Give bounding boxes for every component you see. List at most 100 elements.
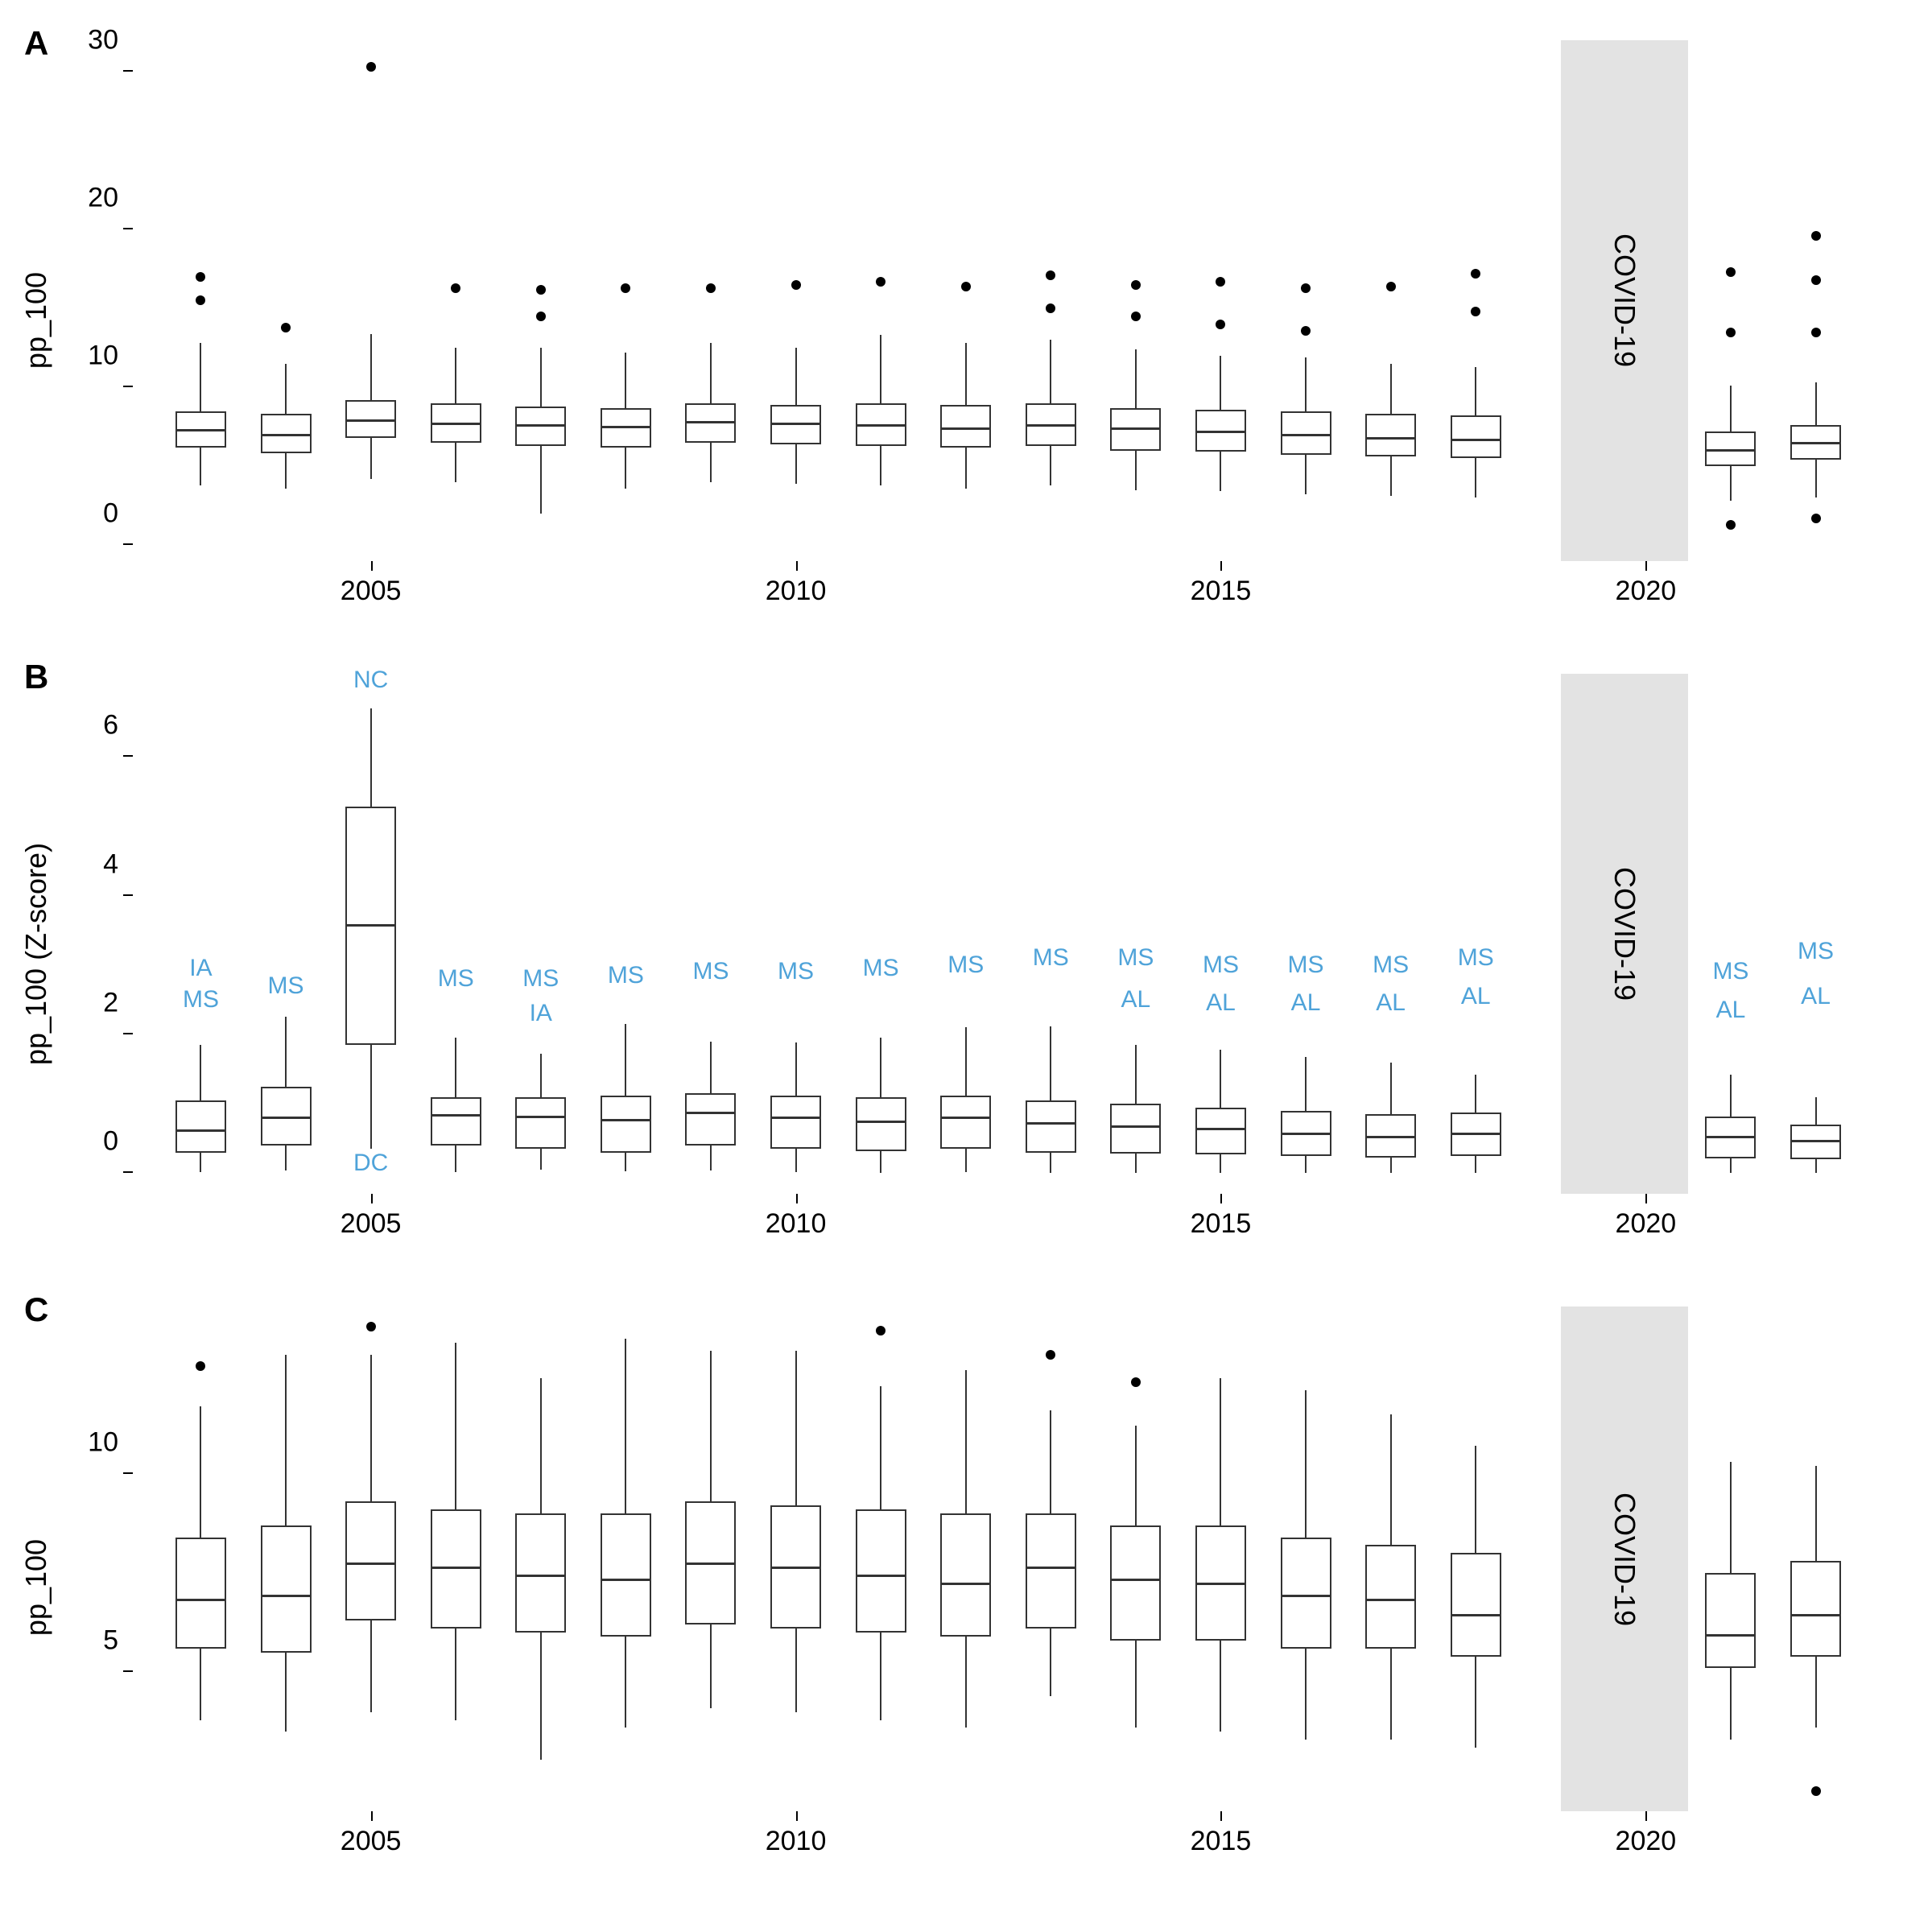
boxplot	[1365, 1307, 1416, 1811]
x-tick-label: 2005	[341, 576, 402, 607]
boxplot	[261, 674, 312, 1195]
outlier-point	[1726, 328, 1736, 337]
whisker-high	[1390, 364, 1392, 415]
outlier-point	[621, 283, 630, 293]
whisker-high	[285, 1017, 287, 1086]
panel-b-label: B	[24, 658, 48, 696]
outlier-point	[196, 295, 205, 305]
median-line	[1365, 1599, 1416, 1601]
median-line	[940, 1117, 991, 1119]
whisker-low	[285, 453, 287, 488]
whisker-low	[455, 1146, 456, 1172]
state-annotation: MS	[778, 958, 814, 985]
median-line	[770, 1117, 821, 1119]
whisker-low	[880, 1151, 881, 1173]
covid-band: COVID-19	[1561, 1307, 1688, 1811]
outlier-point	[706, 283, 716, 293]
whisker-low	[200, 1153, 201, 1172]
whisker-high	[1220, 1378, 1221, 1525]
box-rect	[175, 1538, 226, 1649]
whisker-low	[1305, 455, 1307, 494]
median-line	[1705, 1136, 1756, 1138]
box-rect	[431, 1097, 481, 1146]
boxplot	[515, 1307, 566, 1811]
whisker-low	[1390, 456, 1392, 496]
median-line	[601, 426, 651, 428]
outlier-point	[1131, 280, 1141, 290]
whisker-high	[625, 353, 626, 408]
y-tick-label: 20	[88, 183, 118, 214]
whisker-high	[710, 343, 712, 402]
boxplot	[770, 40, 821, 561]
outlier-point	[366, 1322, 376, 1331]
y-tick	[123, 228, 133, 229]
panel-b-ylabel: pp_100 (Z-score)	[19, 843, 53, 1065]
state-annotation: MS	[522, 965, 559, 993]
boxplot	[1705, 40, 1756, 561]
x-tick	[796, 1811, 798, 1821]
median-line	[261, 1595, 312, 1597]
median-line	[1281, 1133, 1331, 1135]
boxplot	[770, 1307, 821, 1811]
median-line	[431, 1114, 481, 1117]
median-line	[1790, 1140, 1841, 1142]
panel-c-label: C	[24, 1290, 48, 1329]
y-tick-label: 30	[88, 25, 118, 56]
boxplot	[1026, 674, 1076, 1195]
whisker-high	[455, 1343, 456, 1509]
outlier-point	[1471, 269, 1480, 279]
y-tick	[123, 70, 133, 72]
state-annotation: AL	[1206, 989, 1236, 1017]
median-line	[856, 1575, 906, 1577]
state-annotation: MS	[1458, 944, 1494, 972]
boxplot	[431, 40, 481, 561]
whisker-high	[1305, 357, 1307, 411]
boxplot	[770, 674, 821, 1195]
y-tick	[123, 1033, 133, 1034]
panel-c: C pp_100 COVID-195102005201020152020	[16, 1282, 1916, 1892]
whisker-low	[1135, 1154, 1137, 1172]
median-line	[1705, 1634, 1756, 1637]
whisker-low	[540, 1149, 542, 1170]
boxplot	[261, 40, 312, 561]
median-line	[431, 1567, 481, 1569]
x-tick	[1645, 1194, 1647, 1203]
whisker-high	[1305, 1390, 1307, 1538]
outlier-point	[1216, 320, 1225, 329]
x-tick	[1220, 1811, 1222, 1821]
boxplot	[940, 1307, 991, 1811]
whisker-high	[795, 348, 797, 405]
y-tick-label: 6	[103, 710, 118, 741]
whisker-low	[1475, 1657, 1476, 1748]
outlier-point	[366, 62, 376, 72]
box-rect	[770, 1096, 821, 1149]
boxplot	[856, 40, 906, 561]
state-annotation: MS	[608, 962, 644, 989]
whisker-low	[1475, 458, 1476, 497]
panel-c-ylabel: pp_100	[19, 1539, 53, 1636]
plot-area-a: COVID-1901020302005201020152020	[133, 40, 1884, 561]
covid-band: COVID-19	[1561, 40, 1688, 561]
boxplot	[1281, 1307, 1331, 1811]
box-rect	[601, 1096, 651, 1153]
outlier-point	[1301, 283, 1311, 293]
x-tick-label: 2010	[766, 1208, 827, 1240]
whisker-high	[285, 364, 287, 415]
box-rect	[856, 1097, 906, 1151]
median-line	[261, 434, 312, 436]
whisker-low	[1050, 446, 1051, 485]
whisker-high	[795, 1351, 797, 1505]
whisker-low	[795, 1629, 797, 1712]
median-line	[175, 1129, 226, 1132]
median-line	[770, 1567, 821, 1569]
whisker-low	[285, 1653, 287, 1732]
boxplot	[1365, 674, 1416, 1195]
boxplot	[856, 1307, 906, 1811]
plot-area-b: COVID-1902462005201020152020IAMSMSNCDCMS…	[133, 674, 1884, 1195]
whisker-low	[200, 448, 201, 485]
outlier-point	[1471, 307, 1480, 316]
x-tick	[371, 1194, 373, 1203]
whisker-low	[965, 448, 967, 489]
whisker-high	[1815, 1097, 1817, 1125]
median-line	[940, 1583, 991, 1585]
